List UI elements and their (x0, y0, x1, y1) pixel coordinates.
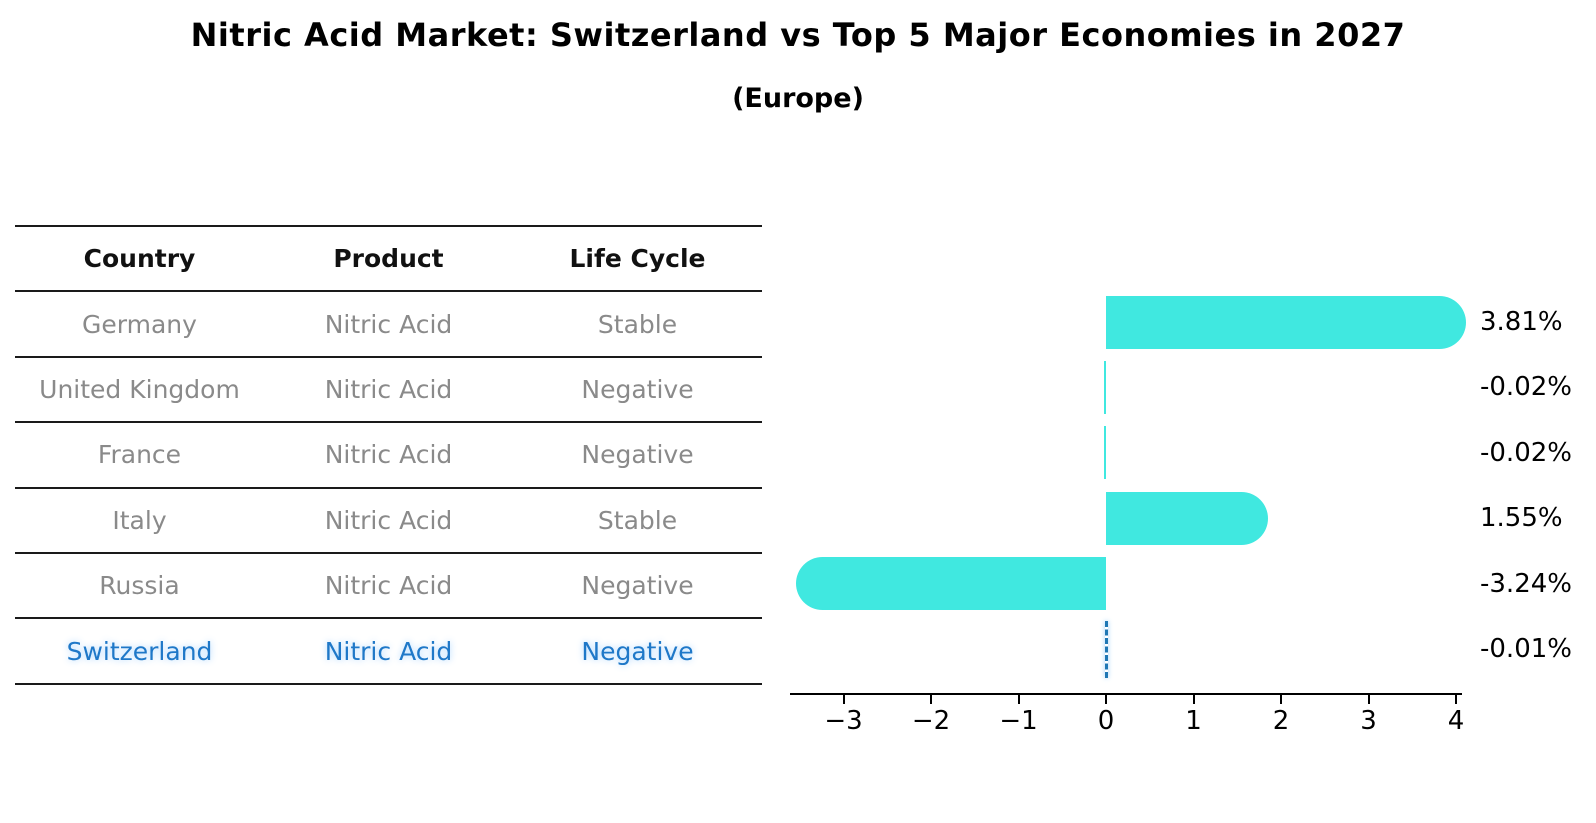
x-axis-tick (1105, 695, 1107, 704)
x-axis-tick-label: −3 (824, 706, 863, 736)
country-table: Country Product Life Cycle Germany Nitric… (15, 225, 762, 685)
table-header-product: Product (333, 244, 444, 274)
x-axis-tick-label: 2 (1272, 706, 1290, 736)
table-cell-country: Germany (82, 309, 197, 339)
table-row-russia: Russia Nitric Acid Negative (15, 554, 762, 620)
table-cell-life-cycle: Negative (581, 571, 694, 601)
table-header-life-cycle: Life Cycle (569, 244, 706, 274)
table-cell-product: Nitric Acid (324, 571, 453, 601)
table-cell-life-cycle: Stable (597, 505, 678, 535)
table-cell-life-cycle: Stable (597, 309, 678, 339)
table-header-row: Country Product Life Cycle (15, 227, 762, 293)
bar-value-label-switzerland: -0.01% (1480, 634, 1572, 664)
x-axis-tick (842, 695, 845, 704)
x-axis-tick-label: 1 (1185, 706, 1202, 736)
table-body: Germany Nitric Acid Stable United Kingdom Ni… (15, 292, 762, 685)
table-cell-product: Nitric Acid (324, 309, 453, 339)
x-axis-tick (1455, 695, 1457, 704)
table-cell-life-cycle: Negative (581, 440, 694, 470)
table-cell-product: Nitric Acid (324, 636, 453, 666)
table-row-united-kingdom: United Kingdom Nitric Acid Negative (15, 358, 762, 424)
bar-italy (1106, 491, 1269, 545)
table-cell-product: Nitric Acid (324, 440, 453, 470)
bar-germany (1106, 295, 1466, 349)
x-axis-tick (1367, 695, 1370, 704)
table-cell-life-cycle: Negative (581, 374, 694, 404)
x-axis-tick (1280, 695, 1282, 704)
chart-subtitle: (Europe) (732, 83, 864, 114)
x-axis-tick-label: 3 (1360, 706, 1377, 736)
bar-value-label-russia: -3.24% (1480, 568, 1572, 599)
bar-russia (796, 557, 1106, 611)
table-row-germany: Germany Nitric Acid Stable (15, 292, 762, 358)
table-cell-country: Switzerland (66, 636, 213, 666)
table-cell-life-cycle: Negative (581, 636, 694, 666)
bar-france (1103, 426, 1106, 480)
x-axis-tick-label: −1 (999, 706, 1038, 736)
x-axis-tick-label: −2 (911, 706, 951, 736)
highlight-dashed-marker-switzerland (1104, 620, 1108, 678)
table-header-country: Country (83, 244, 196, 274)
table-cell-product: Nitric Acid (324, 374, 453, 404)
x-axis-tick (1192, 695, 1195, 704)
table-row-switzerland: Switzerland Nitric Acid Negative (15, 619, 762, 685)
bar-value-label-united-kingdom: -0.02% (1480, 372, 1572, 403)
bar-value-label-italy: 1.55% (1480, 503, 1563, 534)
x-axis (790, 693, 1462, 695)
table-cell-country: France (97, 440, 182, 470)
x-axis-tick (1017, 695, 1020, 704)
chart-title: Nitric Acid Market: Switzerland vs Top 5… (190, 16, 1406, 54)
table-row-italy: Italy Nitric Acid Stable (15, 489, 762, 554)
x-axis-tick-label: 4 (1447, 706, 1465, 736)
bar-united-kingdom (1103, 360, 1106, 414)
bar-value-label-france: -0.02% (1480, 437, 1572, 468)
table-cell-country: Italy (112, 505, 167, 535)
table-cell-country: Russia (99, 571, 180, 601)
table-cell-product: Nitric Acid (324, 505, 453, 535)
x-axis-tick (930, 695, 932, 704)
x-axis-tick-label: 0 (1097, 706, 1115, 736)
table-cell-country: United Kingdom (39, 374, 240, 404)
table-row-france: France Nitric Acid Negative (15, 423, 762, 489)
bar-value-label-germany: 3.81% (1480, 307, 1563, 337)
